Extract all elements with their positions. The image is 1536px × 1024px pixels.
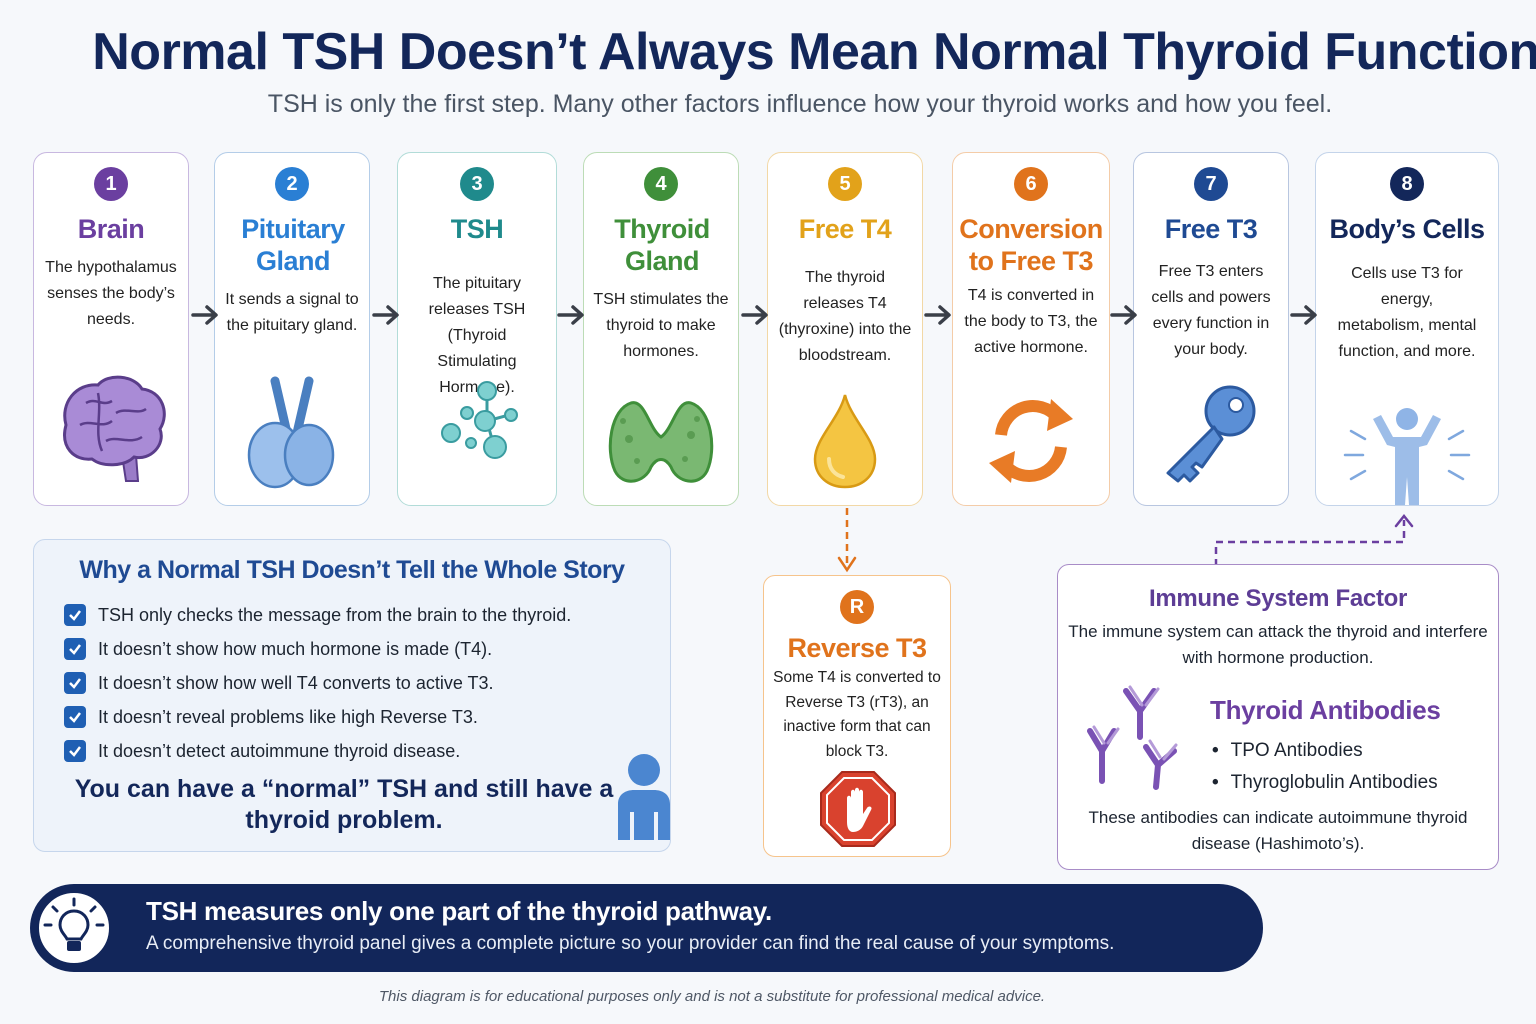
step-number-badge: 5 [828,167,862,201]
checklist-text: It doesn’t reveal problems like high Rev… [98,706,478,727]
step-card-bodys-cells: 8 Body’s Cells Cells use T3 for energy, … [1315,152,1499,506]
antibodies-note: These antibodies can indicate autoimmune… [1088,808,1468,853]
step-title: Conversion to Free T3 [959,214,1103,276]
checkbox-icon [64,672,86,694]
immune-connector-arrow [1214,514,1414,566]
flow-arrow-icon [1290,305,1317,325]
pituitary-gland-icon [215,363,369,493]
banner-subtext: A comprehensive thyroid panel gives a co… [146,933,1115,954]
antibodies-title: Thyroid Antibodies [1210,695,1441,725]
step-description: T4 is converted in the body to T3, the a… [964,287,1098,356]
page-subtitle: TSH is only the first step. Many other f… [267,90,1333,118]
checklist-item: TSH only checks the message from the bra… [64,598,571,632]
person-icon [618,754,670,840]
checkbox-icon [64,604,86,626]
flow-arrow-icon [191,305,218,325]
banner-headline: TSH measures only one part of the thyroi… [146,896,772,926]
step-card-brain: 1 Brain The hypothalamus senses the body… [33,152,189,506]
checkbox-icon [64,638,86,660]
flow-arrow-icon [1110,305,1137,325]
checklist-item: It doesn’t reveal problems like high Rev… [64,700,571,734]
thyroid-gland-icon [584,389,738,519]
flow-arrow-icon [372,305,399,325]
energized-person-icon [1316,401,1498,531]
step-number-badge: 8 [1390,167,1424,201]
antibody-item: TPO Antibodies [1210,735,1438,767]
checklist-item: It doesn’t show how well T4 converts to … [64,666,571,700]
brain-icon [34,363,188,493]
step-description: The hypothalamus senses the body’s needs… [45,259,177,328]
key-takeaway-banner: TSH measures only one part of the thyroi… [30,884,1263,972]
checklist-text: It doesn’t show how well T4 converts to … [98,672,494,693]
step-title: Pituitary Gland [241,214,345,276]
disclaimer: This diagram is for educational purposes… [378,988,1046,1005]
lightbulb-icon [36,890,112,966]
immune-system-panel: Immune System Factor The immune system c… [1057,564,1499,870]
step-number-badge: 2 [275,167,309,201]
step-title: Free T4 [798,214,892,244]
checkbox-icon [64,740,86,762]
step-title: Thyroid Gland [614,214,710,276]
checklist-text: It doesn’t show how much hormone is made… [98,638,493,659]
droplet-icon [768,389,922,519]
page-title: Normal TSH Doesn’t Always Mean Normal Th… [92,23,1536,81]
checklist-item: It doesn’t show how much hormone is made… [64,632,571,666]
hormone-molecules-icon [398,363,556,493]
flow-arrow-icon [741,305,768,325]
step-number-badge: 7 [1194,167,1228,201]
step-number-badge: 4 [644,167,678,201]
step-title: Body’s Cells [1329,214,1485,244]
checklist-text: It doesn’t detect autoimmune thyroid dis… [98,740,461,761]
reverse-t3-description: Some T4 is converted to Reverse T3 (rT3)… [773,669,941,760]
checkbox-icon [64,706,86,728]
step-title: Free T3 [1164,214,1258,244]
conversion-cycle-icon [953,391,1109,521]
reverse-t3-title: Reverse T3 [787,633,927,663]
reverse-t3-badge: R [840,590,874,624]
step-card-free-t3: 7 Free T3 Free T3 enters cells and power… [1133,152,1289,506]
step-number-badge: 3 [460,167,494,201]
immune-description: The immune system can attack the thyroid… [1068,622,1488,667]
why-panel-title: Why a Normal TSH Doesn’t Tell the Whole … [79,556,625,584]
step-description: It sends a signal to the pituitary gland… [225,291,359,334]
step-title: Brain [77,214,145,244]
why-checklist: TSH only checks the message from the bra… [64,598,571,768]
step-description: Free T3 enters cells and powers every fu… [1151,263,1271,358]
reverse-t3-connector-arrow [837,508,857,573]
step-description: The thyroid releases T4 (thyroxine) into… [778,269,912,364]
checklist-text: TSH only checks the message from the bra… [98,604,572,625]
key-icon [1134,377,1288,507]
why-normal-tsh-panel: Why a Normal TSH Doesn’t Tell the Whole … [33,539,671,852]
step-number-badge: 1 [94,167,128,201]
stop-hand-icon [820,771,896,847]
antibodies-list: TPO Antibodies Thyroglobulin Antibodies [1210,735,1438,799]
step-number-badge: 6 [1014,167,1048,201]
step-card-tsh: 3 TSH The pituitary releases TSH (Thyroi… [397,152,557,506]
step-description: TSH stimulates the thyroid to make hormo… [593,291,729,360]
reverse-t3-card: R Reverse T3 Some T4 is converted to Rev… [763,575,951,857]
step-card-thyroid-gland: 4 Thyroid Gland TSH stimulates the thyro… [583,152,739,506]
immune-title: Immune System Factor [1148,585,1408,612]
flow-arrow-icon [924,305,951,325]
step-card-free-t4: 5 Free T4 The thyroid releases T4 (thyro… [767,152,923,506]
step-title: TSH [450,214,504,244]
antibody-item: Thyroglobulin Antibodies [1210,767,1438,799]
step-card-conversion: 6 Conversion to Free T3 T4 is converted … [952,152,1110,506]
antibody-icon [1087,685,1178,790]
why-key-message: You can have a “normal” TSH and still ha… [74,775,614,834]
checklist-item: It doesn’t detect autoimmune thyroid dis… [64,734,571,768]
step-card-pituitary-gland: 2 Pituitary Gland It sends a signal to t… [214,152,370,506]
step-description: Cells use T3 for energy, metabolism, men… [1337,265,1477,360]
flow-arrow-icon [557,305,584,325]
